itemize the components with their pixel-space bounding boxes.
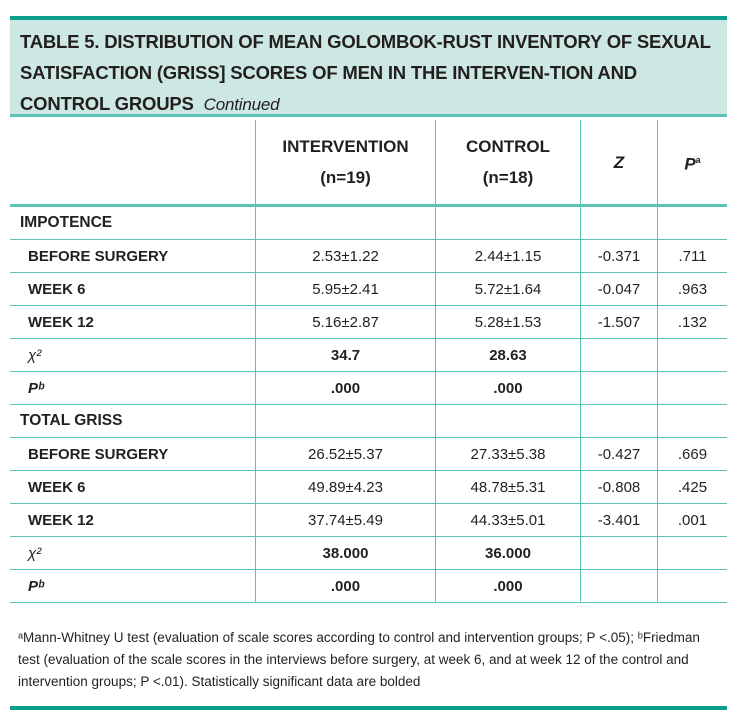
row-label: BEFORE SURGERY: [10, 437, 256, 471]
table-cell: .711: [657, 239, 727, 273]
table-cell: 2.44±1.15: [435, 239, 581, 273]
table-cell: 26.52±5.37: [255, 437, 436, 471]
table-cell: .000: [255, 371, 436, 405]
row-label: IMPOTENCE: [10, 205, 256, 240]
row-label: BEFORE SURGERY: [10, 239, 256, 273]
header-intervention: INTERVENTION (n=19): [255, 120, 436, 207]
table-title-box: TABLE 5. DISTRIBUTION OF MEAN GOLOMBOK-R…: [10, 20, 727, 117]
table-row: χ² 38.000 36.000: [10, 536, 727, 570]
row-label: Pᵇ: [10, 371, 256, 405]
table-cell: [580, 536, 658, 570]
row-label: Pᵇ: [10, 569, 256, 603]
table-cell: .963: [657, 272, 727, 306]
table-cell: .000: [255, 569, 436, 603]
table-cell: 38.000: [255, 536, 436, 570]
row-label: χ²: [10, 536, 256, 570]
table-cell: [435, 205, 581, 240]
table-cell: [657, 569, 727, 603]
table-cell: [657, 205, 727, 240]
data-table: INTERVENTION (n=19) CONTROL (n=18) Z Pa IM…: [10, 120, 727, 603]
row-label: WEEK 6: [10, 272, 256, 306]
row-label: TOTAL GRISS: [10, 404, 256, 438]
table-row: WEEK 12 37.74±5.49 44.33±5.01 -3.401.001: [10, 503, 727, 537]
table-cell: -0.047: [580, 272, 658, 306]
table-cell: 2.53±1.22: [255, 239, 436, 273]
table-cell: .669: [657, 437, 727, 471]
table-cell: 34.7: [255, 338, 436, 372]
table-cell: .000: [435, 569, 581, 603]
table-row: WEEK 12 5.16±2.87 5.28±1.53 -1.507.132: [10, 305, 727, 339]
header-p: Pa: [657, 120, 727, 207]
table-cell: [580, 371, 658, 405]
header-row: INTERVENTION (n=19) CONTROL (n=18) Z Pa: [10, 120, 727, 207]
table-cell: [580, 205, 658, 240]
table-row: Pᵇ .000.000: [10, 569, 727, 603]
table-cell: -0.427: [580, 437, 658, 471]
table-cell: -0.808: [580, 470, 658, 504]
header-control: CONTROL (n=18): [435, 120, 581, 207]
table-cell: 5.95±2.41: [255, 272, 436, 306]
footnote: ᵃMann-Whitney U test (evaluation of scal…: [18, 630, 700, 689]
table-cell: 37.74±5.49: [255, 503, 436, 537]
table-cell: 44.33±5.01: [435, 503, 581, 537]
table-row: IMPOTENCE: [10, 205, 727, 240]
table-row: Pᵇ .000.000: [10, 371, 727, 405]
table-cell: [657, 371, 727, 405]
table-row: BEFORE SURGERY 26.52±5.37 27.33±5.38 -0.427…: [10, 437, 727, 471]
table-cell: 5.16±2.87: [255, 305, 436, 339]
table-cell: [580, 338, 658, 372]
table-cell: .425: [657, 470, 727, 504]
table-cell: -3.401: [580, 503, 658, 537]
row-label: WEEK 12: [10, 503, 256, 537]
row-label: WEEK 12: [10, 305, 256, 339]
table-cell: 48.78±5.31: [435, 470, 581, 504]
table-cell: 5.28±1.53: [435, 305, 581, 339]
table-cell: 28.63: [435, 338, 581, 372]
table-row: χ² 34.7 28.63: [10, 338, 727, 372]
table-cell: 27.33±5.38: [435, 437, 581, 471]
table-title: TABLE 5. DISTRIBUTION OF MEAN GOLOMBOK-R…: [20, 31, 711, 114]
table-cell: -1.507: [580, 305, 658, 339]
table-row: BEFORE SURGERY 2.53±1.22 2.44±1.15 -0.371.7…: [10, 239, 727, 273]
table-cell: -0.371: [580, 239, 658, 273]
table-row: WEEK 6 5.95±2.41 5.72±1.64 -0.047.963: [10, 272, 727, 306]
row-label: χ²: [10, 338, 256, 372]
table-cell: [580, 404, 658, 438]
table-cell: [255, 205, 436, 240]
table-cell: .132: [657, 305, 727, 339]
table-cell: [657, 404, 727, 438]
top-rule: [10, 16, 727, 20]
table-row: WEEK 6 49.89±4.23 48.78±5.31 -0.808.425: [10, 470, 727, 504]
header-z: Z: [580, 120, 658, 207]
table-cell: [657, 536, 727, 570]
table-cell: .001: [657, 503, 727, 537]
continued-label: Continued: [203, 95, 280, 114]
table-cell: 5.72±1.64: [435, 272, 581, 306]
table-cell: [435, 404, 581, 438]
table-cell: .000: [435, 371, 581, 405]
header-empty: [10, 120, 256, 207]
table-cell: [657, 338, 727, 372]
table-cell: [580, 569, 658, 603]
bottom-rule: [10, 706, 727, 710]
table-cell: [255, 404, 436, 438]
table-row: TOTAL GRISS: [10, 404, 727, 438]
table-cell: 49.89±4.23: [255, 470, 436, 504]
table-cell: 36.000: [435, 536, 581, 570]
row-label: WEEK 6: [10, 470, 256, 504]
